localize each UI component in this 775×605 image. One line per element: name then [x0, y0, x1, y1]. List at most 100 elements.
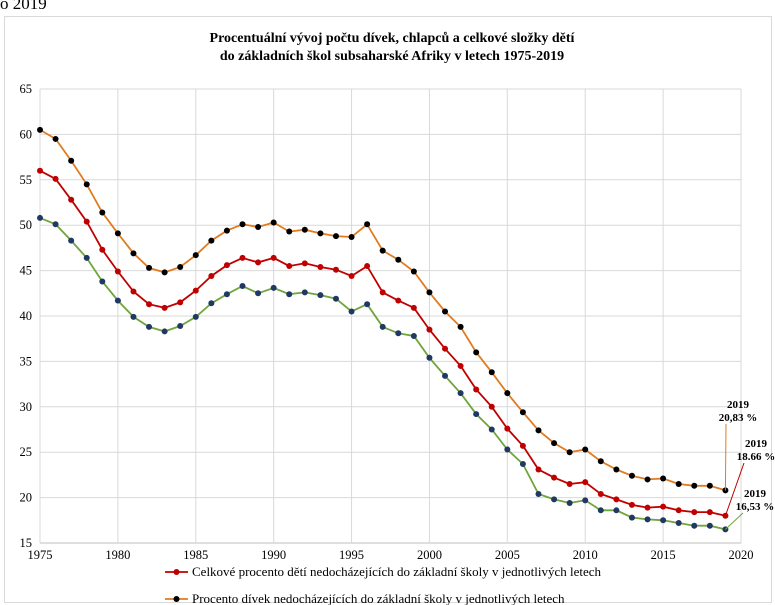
data-point [177, 263, 184, 270]
data-point [317, 263, 324, 270]
data-point [660, 503, 667, 510]
data-point [364, 263, 371, 270]
y-tick-label: 50 [20, 218, 33, 232]
data-point [488, 426, 495, 433]
data-point [566, 480, 573, 487]
data-point [161, 304, 168, 311]
data-point [146, 301, 153, 308]
data-point [130, 250, 137, 257]
legend-label: Celkové procento dětí nedocházejících do… [192, 564, 601, 579]
data-point [473, 349, 480, 356]
data-point [348, 234, 355, 241]
annotation-leader [724, 462, 745, 516]
x-tick-label: 1975 [28, 548, 53, 562]
data-point [660, 517, 667, 524]
x-tick-label: 1995 [339, 548, 364, 562]
data-point [146, 264, 153, 271]
data-point [223, 227, 230, 234]
data-point [192, 287, 199, 294]
legend-label: Procento dívek nedocházejících do základ… [192, 591, 565, 605]
data-point [473, 386, 480, 393]
data-point [551, 496, 558, 503]
data-point [675, 507, 682, 514]
annotation-value: 18.66 % [737, 451, 775, 463]
data-point [519, 409, 526, 416]
data-point [457, 362, 464, 369]
data-point [208, 237, 215, 244]
data-point [426, 289, 433, 296]
data-point [535, 466, 542, 473]
y-tick-label: 25 [20, 445, 33, 459]
data-point [83, 181, 90, 188]
data-point [597, 458, 604, 465]
x-axis-ticks: 1975 1980 1985 1990 1995 2000 2005 2010 2015 2020 [28, 548, 754, 562]
data-point [410, 268, 417, 275]
x-tick-label: 1985 [183, 548, 208, 562]
y-tick-label: 45 [20, 264, 33, 278]
annotation-leader [724, 423, 727, 491]
data-point [582, 479, 589, 486]
data-point [317, 230, 324, 237]
data-point [286, 291, 293, 298]
data-point [442, 345, 449, 352]
y-tick-label: 40 [20, 309, 33, 323]
data-point [348, 308, 355, 315]
y-tick-label: 60 [20, 127, 33, 141]
data-point [239, 254, 246, 261]
data-point [535, 490, 542, 497]
data-point [255, 290, 262, 297]
data-point [551, 474, 558, 481]
data-point [52, 135, 59, 142]
data-point [504, 390, 511, 397]
y-axis-ticks: 15 20 25 30 35 40 45 50 55 60 65 [20, 82, 33, 550]
annotation-year: 2019 [745, 438, 768, 450]
chart-frame [4, 16, 772, 603]
data-point [37, 126, 43, 133]
data-point [691, 482, 698, 489]
legend-item-1: Procento dívek nedocházejících do základ… [165, 591, 565, 605]
chart-title-line-2: do základních škol subsaharské Afriky v … [220, 49, 564, 64]
series-line [39, 217, 726, 531]
data-point [68, 196, 75, 203]
data-point [395, 256, 402, 263]
data-point [519, 461, 526, 468]
x-tick-label: 2015 [651, 548, 676, 562]
data-point [270, 254, 277, 261]
x-tick-label: 2020 [729, 548, 754, 562]
data-point [488, 403, 495, 410]
data-point [628, 472, 635, 479]
series-0 [37, 167, 729, 519]
data-point [348, 273, 355, 280]
data-point [582, 497, 589, 504]
data-point [706, 482, 713, 489]
data-point [410, 304, 417, 311]
data-point [395, 297, 402, 304]
data-point [613, 507, 620, 514]
data-point [551, 440, 558, 447]
data-point [566, 449, 573, 456]
data-point [332, 295, 339, 302]
data-point [52, 221, 59, 228]
data-point [675, 480, 682, 487]
grid-lines [39, 88, 742, 544]
series-1 [37, 126, 729, 494]
data-point [270, 219, 277, 226]
data-point [99, 278, 106, 285]
x-tick-label: 1980 [105, 548, 130, 562]
data-point [613, 496, 620, 503]
data-point [535, 427, 542, 434]
data-point [83, 218, 90, 225]
data-point [223, 291, 230, 298]
data-point [130, 288, 137, 295]
data-point [177, 322, 184, 329]
data-point [99, 209, 106, 216]
legend: Celkové procento dětí nedocházejících do… [165, 564, 601, 605]
data-point [706, 509, 713, 516]
y-tick-label: 15 [20, 536, 33, 550]
data-point [239, 283, 246, 290]
data-point [255, 259, 262, 266]
data-point [161, 269, 168, 276]
y-tick-label: 35 [20, 354, 33, 368]
data-point [457, 323, 464, 330]
data-point [114, 268, 121, 275]
